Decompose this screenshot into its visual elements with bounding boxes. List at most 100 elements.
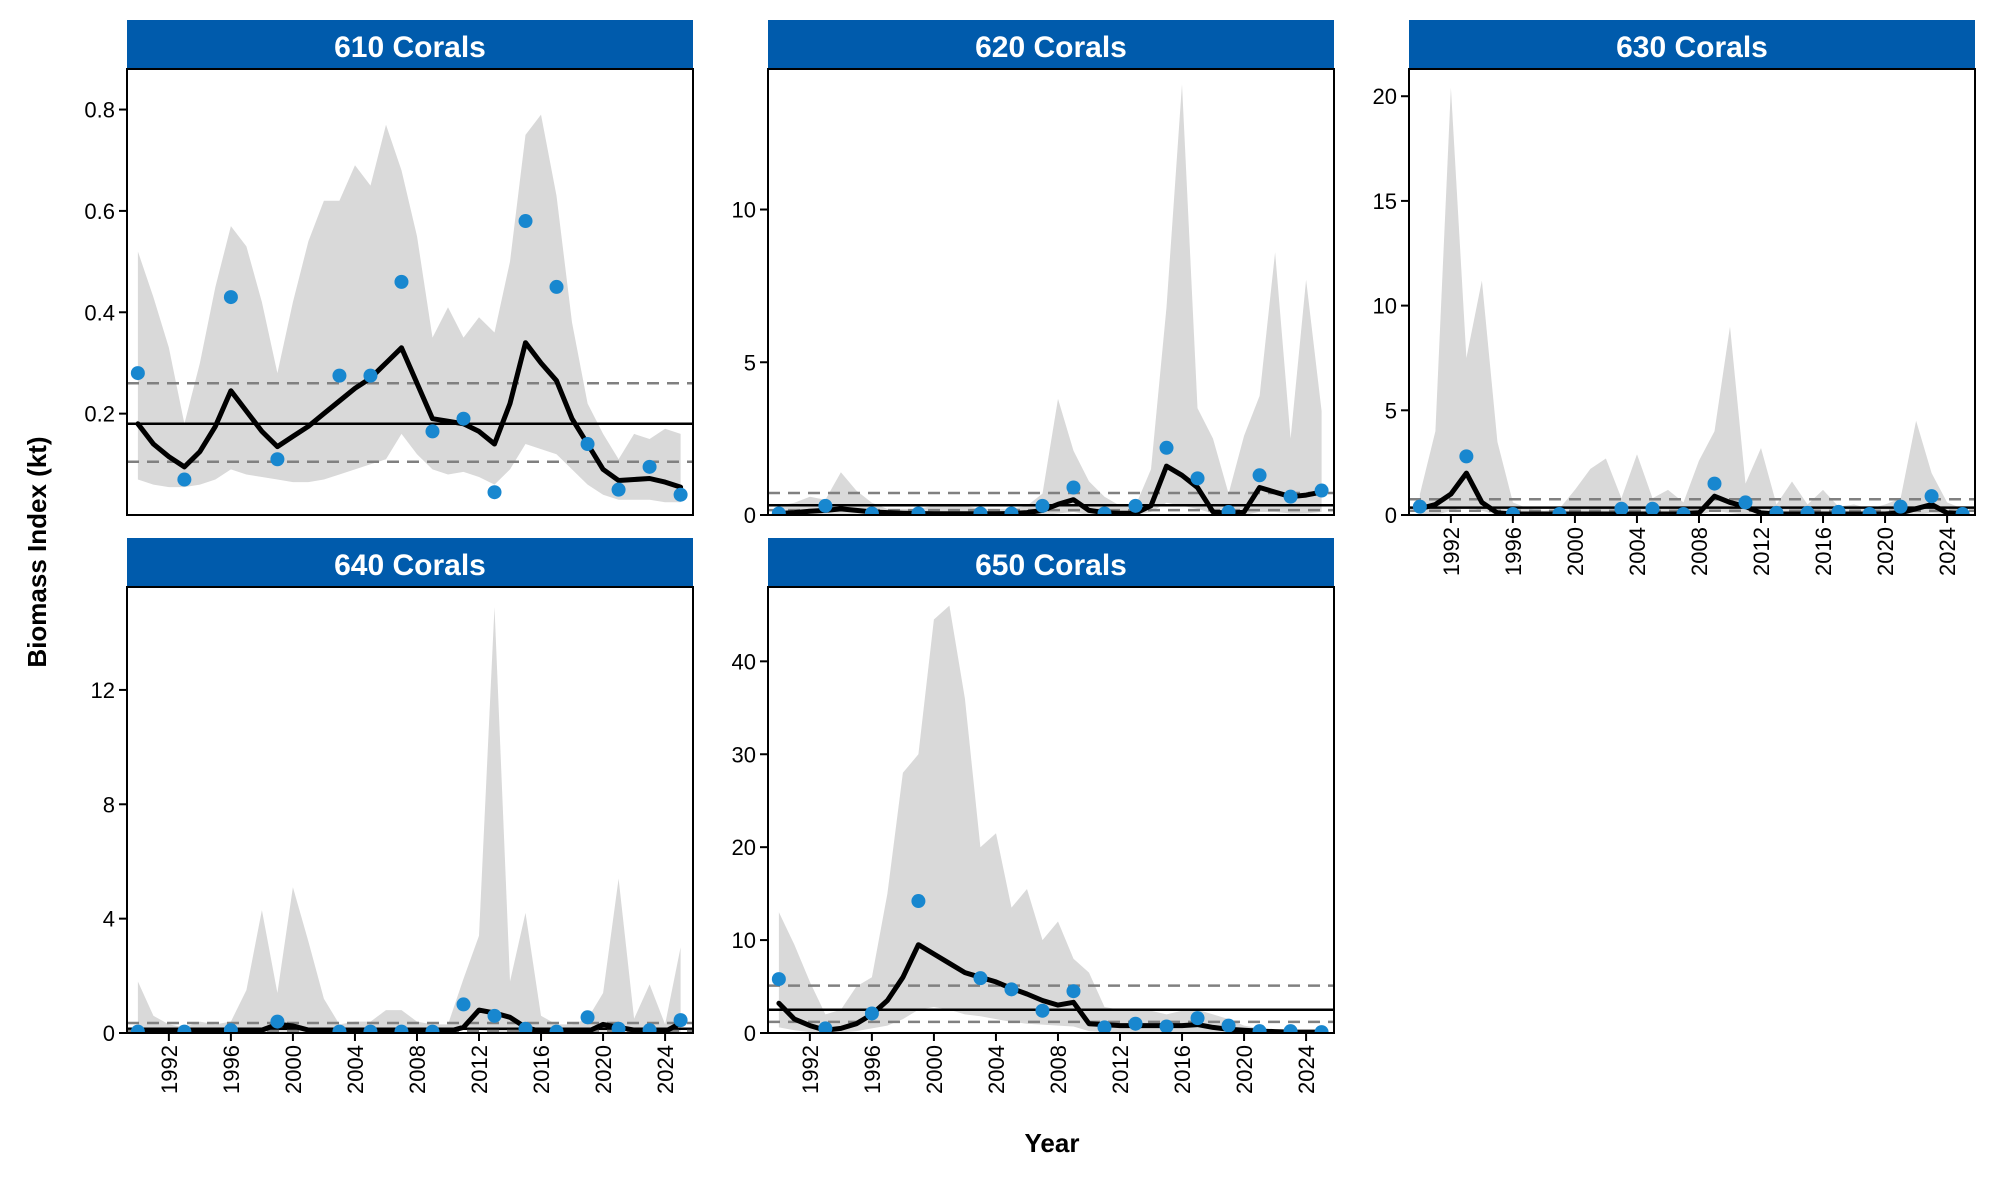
y-axis-title: Biomass Index (kt): [22, 436, 52, 667]
data-point: [270, 1014, 285, 1029]
panel-title: 630 Corals: [1616, 31, 1768, 64]
data-point: [818, 498, 833, 513]
panel-650: 650 Corals 0 10 20 30 40 1992 1996 2000 2004 2008 2…: [732, 538, 1335, 1094]
x-tick-label: 2008: [1687, 527, 1712, 576]
data-point: [456, 997, 471, 1012]
data-point: [1190, 1011, 1205, 1026]
confidence-ribbon: [778, 84, 1322, 515]
data-point: [1676, 506, 1691, 515]
data-point: [1097, 506, 1112, 515]
data-point: [611, 482, 626, 497]
panel-620: 620 Corals 0 5 10: [732, 20, 1335, 528]
data-point: [611, 1021, 626, 1033]
x-tick-label: 2020: [1873, 527, 1898, 576]
data-point: [425, 424, 440, 439]
y-tick-label: 0.6: [84, 199, 115, 224]
x-tick-label: 2016: [1811, 527, 1836, 576]
data-point: [1738, 495, 1753, 510]
y-tick-label: 0: [744, 1021, 756, 1046]
y-tick-label: 5: [744, 350, 756, 375]
confidence-ribbon: [1419, 87, 1963, 515]
y-tick-label: 8: [103, 792, 115, 817]
data-point: [580, 1010, 595, 1025]
y-tick-label: 10: [732, 198, 756, 223]
data-point: [1862, 506, 1877, 515]
x-axis-title: Year: [1025, 1128, 1080, 1158]
y-tick-label: 0.4: [84, 300, 115, 325]
data-point: [864, 1006, 879, 1021]
data-point: [1707, 476, 1722, 491]
x-tick-label: 2024: [1294, 1045, 1319, 1094]
confidence-ribbon: [137, 114, 681, 503]
confidence-ribbon: [137, 607, 681, 1033]
x-tick-label: 2008: [405, 1045, 430, 1094]
data-point: [549, 1024, 564, 1033]
data-point: [1955, 506, 1970, 515]
data-point: [1552, 506, 1567, 515]
plot-area: [127, 114, 693, 503]
panel-610: 610 Corals 0.2 0.4 0.6 0.8: [84, 20, 694, 516]
data-point: [332, 1024, 347, 1033]
x-tick-label: 1992: [1439, 527, 1464, 576]
data-point: [1097, 1020, 1112, 1033]
data-point: [1004, 982, 1019, 997]
x-tick-label: 2000: [1563, 527, 1588, 576]
data-point: [332, 368, 347, 383]
x-tick-label: 1996: [860, 1045, 885, 1094]
data-point: [394, 274, 409, 289]
y-tick-label: 0.2: [84, 402, 115, 427]
panel-title: 620 Corals: [975, 31, 1127, 64]
data-point: [911, 894, 926, 909]
panel-strip: [768, 20, 1334, 69]
data-point: [771, 972, 786, 987]
plot-area: [768, 605, 1334, 1033]
data-point: [549, 279, 564, 294]
panel-strip: [127, 538, 693, 587]
data-point: [487, 1008, 502, 1023]
plot-area: [1409, 87, 1975, 515]
data-point: [130, 366, 145, 381]
x-tick-label: 2012: [467, 1045, 492, 1094]
x-tick-label: 1996: [1501, 527, 1526, 576]
data-point: [1159, 440, 1174, 455]
x-tick-label: 2008: [1046, 1045, 1071, 1094]
data-point: [1314, 1025, 1329, 1033]
x-tick-label: 1996: [219, 1045, 244, 1094]
data-point: [223, 290, 238, 305]
data-point: [363, 1024, 378, 1033]
confidence-ribbon: [778, 605, 1322, 1033]
data-point: [223, 1023, 238, 1033]
data-point: [1505, 506, 1520, 515]
data-point: [1035, 498, 1050, 513]
plot-area: [127, 607, 693, 1033]
data-point: [642, 459, 657, 474]
x-tick-label: 2024: [1935, 527, 1960, 576]
x-tick-label: 2000: [281, 1045, 306, 1094]
x-tick-label: 2016: [529, 1045, 554, 1094]
data-point: [973, 971, 988, 986]
data-point: [1066, 480, 1081, 495]
data-point: [456, 411, 471, 426]
plot-area: [768, 84, 1334, 515]
x-tick-label: 2004: [1625, 527, 1650, 576]
data-point: [177, 472, 192, 487]
data-point: [1314, 483, 1329, 498]
data-point: [1412, 499, 1427, 514]
data-point: [363, 368, 378, 383]
data-point: [580, 437, 595, 452]
data-point: [1459, 449, 1474, 464]
data-point: [1614, 501, 1629, 515]
x-tick-label: 2012: [1749, 527, 1774, 576]
y-tick-label: 10: [732, 928, 756, 953]
data-point: [1252, 468, 1267, 483]
panel-border: [126, 586, 694, 1034]
data-point: [673, 1013, 688, 1028]
data-point: [973, 506, 988, 515]
panel-title: 640 Corals: [334, 549, 486, 582]
data-point: [1283, 1024, 1298, 1033]
data-point: [1252, 1024, 1267, 1033]
data-point: [1128, 498, 1143, 513]
y-tick-label: 0.8: [84, 98, 115, 123]
panel-title: 650 Corals: [975, 549, 1127, 582]
